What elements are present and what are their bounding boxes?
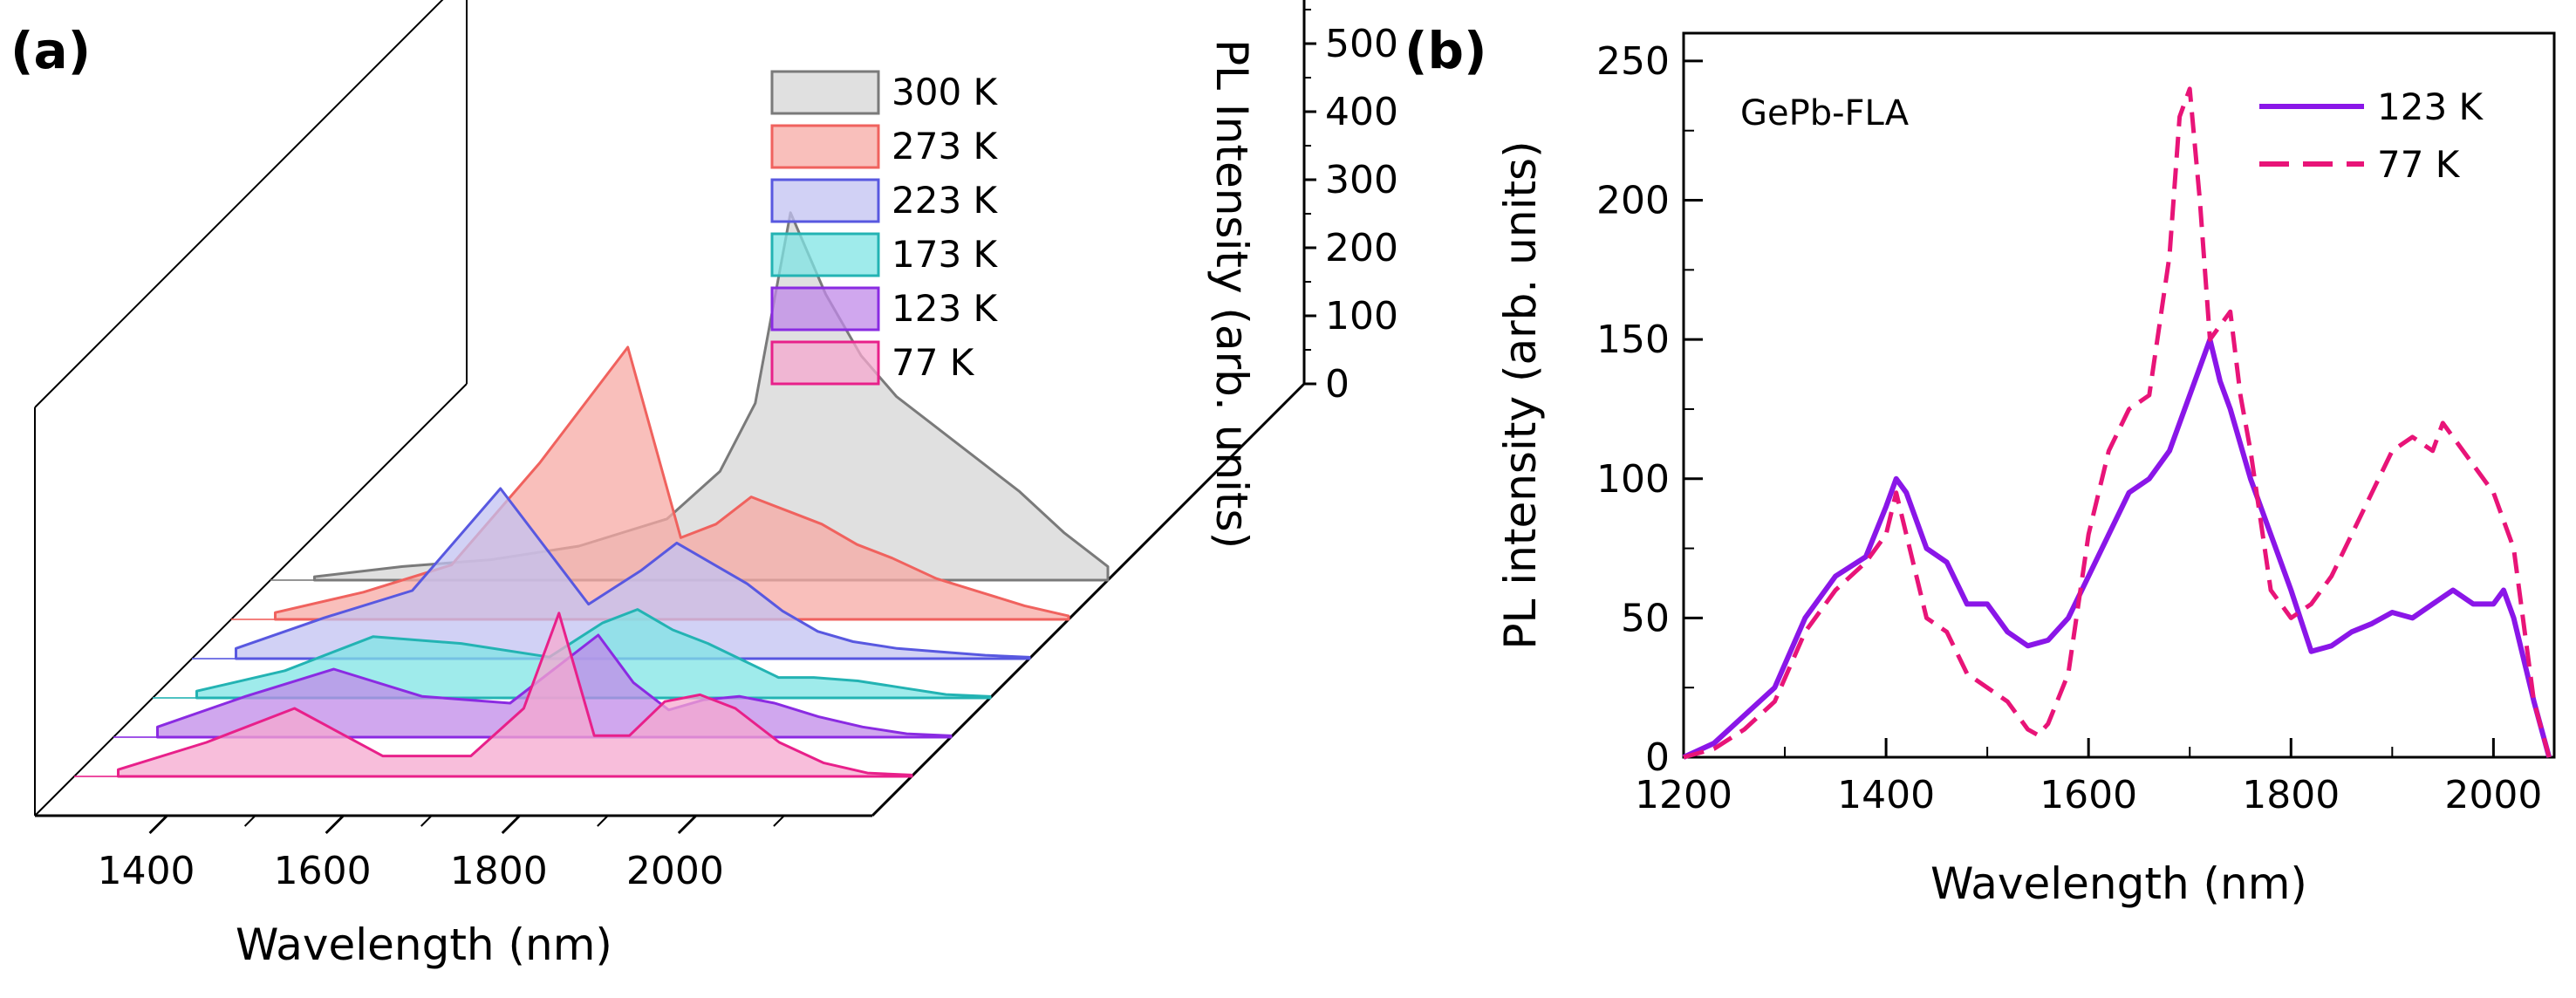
panel-a-x-minor-tick	[243, 815, 256, 827]
panel-a-legend-swatch	[770, 178, 880, 223]
panel-a-x-tick-label: 1800	[450, 849, 548, 893]
panel-a-z-tick-label: 200	[1325, 226, 1398, 270]
panel-b-legend-label: 77 K	[2377, 143, 2461, 186]
panel-b-x-tick-label: 2000	[2444, 773, 2542, 817]
panel-b-y-tick-label: 100	[1596, 457, 1670, 502]
panel-b-y-tick-label: 150	[1596, 318, 1670, 362]
panel-b-x-tick-label: 1800	[2242, 773, 2340, 817]
panel-a-x-axis-label: Wavelength (nm)	[236, 919, 612, 970]
panel-b-legend: 123 K 77 K	[2259, 85, 2484, 186]
panel-a-series-area-77k	[117, 612, 913, 778]
panel-b-line-chart: 1200 1400 1600 1800 2000 0 50 100 150 200 250 Wave…	[1495, 31, 2556, 909]
panel-b-y-tick-label: 0	[1645, 735, 1670, 780]
panel-a-legend-swatch	[770, 232, 880, 277]
panel-b-legend-label: 123 K	[2377, 85, 2484, 128]
panel-a-x-minor-tick	[420, 815, 433, 827]
panel-a-z-tick-label: 0	[1325, 362, 1349, 407]
panel-a-legend-label: 123 K	[892, 287, 999, 330]
panel-a-x-minor-tick	[597, 815, 609, 827]
panel-a-z-tick-label: 400	[1325, 90, 1398, 134]
panel-a-legend-swatch	[770, 340, 880, 386]
panel-b-y-tick-label: 250	[1596, 39, 1670, 84]
panel-b-x-axis-label: Wavelength (nm)	[1930, 858, 2307, 909]
panel-b-annotation: GePb-FLA	[1740, 93, 1910, 133]
panel-a-legend-label: 173 K	[892, 233, 999, 276]
panel-b-y-tick-label: 50	[1621, 596, 1670, 640]
panel-a-legend-label: 77 K	[892, 341, 975, 384]
panel-a-label: (a)	[10, 21, 91, 80]
panel-a-legend-label: 223 K	[892, 179, 999, 222]
panel-a-left-floor-edge	[34, 383, 468, 817]
panel-a-legend-label: 273 K	[892, 125, 999, 167]
panel-a-legend-swatch	[770, 70, 880, 115]
panel-a-x-tick-mark	[677, 814, 697, 835]
panel-a-x-tick-mark	[501, 814, 521, 835]
panel-a-z-tick-label: 300	[1325, 158, 1398, 202]
panel-a-z-axis-label: PL Intensity (arb. units)	[1206, 39, 1257, 549]
panel-b-y-axis-label: PL intensity (arb. units)	[1495, 140, 1546, 649]
panel-b-y-tick-label: 200	[1596, 179, 1670, 223]
panel-a-ticks: 01002003004005006001400160018002000	[98, 9, 1398, 893]
panel-b-x-tick-label: 1200	[1635, 773, 1732, 817]
panel-a-legend: 300 K 273 K 223 K 173 K 123 K 77 K	[770, 70, 999, 386]
panel-b-series-line-123k	[1682, 337, 2552, 760]
panel-a-frame	[34, 0, 1306, 817]
panel-a-legend-swatch	[770, 286, 880, 332]
panel-a-x-tick-label: 1600	[274, 849, 372, 893]
panel-a-z-tick-label: 100	[1325, 294, 1398, 338]
panel-a-legend-label: 300 K	[892, 71, 999, 113]
panel-a-x-tick-mark	[148, 814, 168, 835]
panel-a-right-floor-edge	[871, 382, 1306, 817]
panel-b-label: (b)	[1404, 21, 1487, 80]
panel-a-x-tick-mark	[325, 814, 345, 835]
panel-a-x-tick-label: 2000	[626, 849, 724, 893]
panel-b-plot-frame	[1682, 31, 2556, 759]
panel-a-x-minor-tick	[773, 815, 785, 827]
panel-a-waterfall-chart: 01002003004005006001400160018002000 Wave…	[34, 0, 1398, 970]
panel-a-x-tick-label: 1400	[98, 849, 195, 893]
panel-a-left-wall-top-edge	[34, 0, 444, 408]
panel-a-series-group	[74, 211, 1110, 778]
panel-b-series-group	[1682, 86, 2552, 760]
panel-b-ticks: 1200 1400 1600 1800 2000 0 50 100 150 200 250	[1596, 39, 2542, 817]
panel-a-z-tick-label: 500	[1325, 22, 1398, 66]
panel-b-series-line-77k	[1683, 86, 2552, 760]
panel-b-x-tick-label: 1600	[2040, 773, 2137, 817]
panel-a-series-area-223k	[235, 487, 1031, 660]
panel-b-x-tick-label: 1400	[1837, 773, 1935, 817]
panel-a-legend-swatch	[770, 124, 880, 169]
